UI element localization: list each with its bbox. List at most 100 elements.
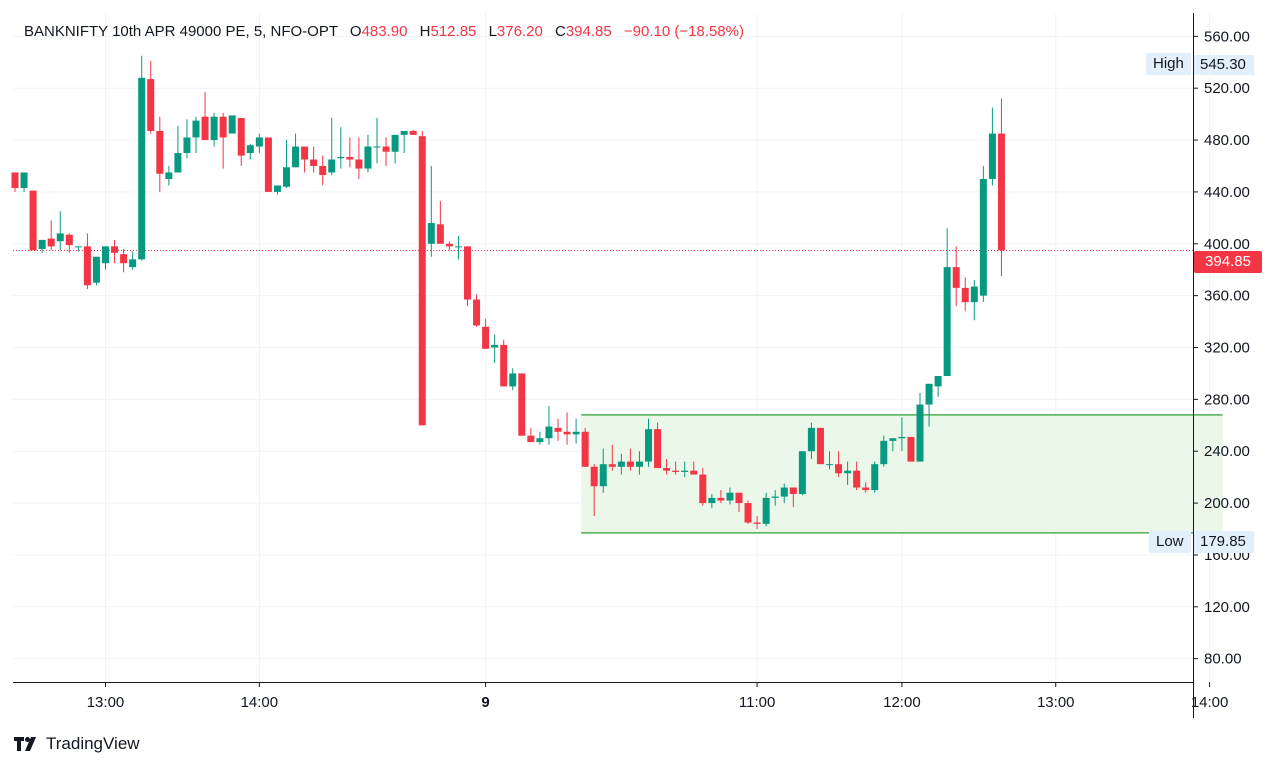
y-tick-label: 200.00 [1204, 495, 1250, 512]
y-tick-label: 240.00 [1204, 443, 1250, 460]
candle [65, 233, 73, 253]
x-tick-label: 11:00 [739, 694, 775, 711]
y-tick-label: 560.00 [1204, 28, 1250, 45]
candle-body [645, 429, 652, 462]
candle [554, 418, 562, 441]
candle-body [83, 246, 91, 286]
x-tick-label: 12:00 [883, 694, 921, 711]
y-tick-label: 480.00 [1204, 132, 1250, 149]
candle [373, 118, 381, 164]
candle-body [409, 130, 417, 135]
candle-body [663, 468, 671, 471]
candle [292, 133, 300, 168]
candle [38, 239, 46, 253]
candle-body [789, 487, 797, 495]
y-tick-label: 400.00 [1204, 236, 1250, 253]
candle [264, 137, 272, 192]
candle [445, 241, 453, 251]
tradingview-icon [14, 737, 36, 751]
candle-body [20, 172, 28, 189]
candle-body [328, 159, 336, 173]
candle [464, 246, 471, 307]
candle [527, 427, 535, 443]
low-marker-label: Low [1149, 531, 1191, 553]
candle-body [536, 438, 544, 443]
candle-body [708, 497, 716, 504]
high-label: H [419, 23, 431, 40]
candle-body [581, 431, 589, 467]
candle [735, 492, 743, 513]
price-axis[interactable]: 560.00 520.00 480.00 440.00 400.00 360.00 320.… [1193, 28, 1250, 668]
candle-body [545, 426, 553, 439]
candle [726, 487, 734, 505]
candle-body [400, 130, 408, 135]
candle [310, 146, 318, 173]
candle [20, 172, 28, 192]
close-label: C [554, 23, 566, 40]
candle [138, 55, 146, 261]
candle-body [871, 464, 879, 491]
candle-body [563, 431, 571, 435]
candle-body [617, 461, 625, 467]
candle [246, 143, 254, 160]
y-tick-label: 520.00 [1204, 80, 1250, 97]
x-tick-label: 14:00 [1191, 694, 1229, 711]
candle [454, 236, 462, 260]
y-tick-label: 320.00 [1204, 340, 1250, 357]
close-value: 394.85 [565, 23, 612, 40]
candle-body [337, 156, 345, 159]
candle [690, 461, 698, 475]
candle-body [952, 267, 960, 288]
candle [92, 256, 100, 286]
candle [916, 392, 924, 462]
candle [599, 448, 607, 493]
candles [11, 55, 1005, 530]
candle-body [916, 404, 924, 462]
candle-body [319, 165, 327, 176]
candle [228, 115, 236, 134]
candle [925, 383, 933, 427]
candle-body [246, 145, 254, 154]
candle-body [726, 492, 734, 501]
high-marker-label: High [1146, 53, 1191, 75]
candle-body [111, 246, 119, 253]
candle-body [47, 238, 55, 247]
candle [174, 125, 182, 173]
tradingview-logo[interactable]: TradingView [14, 734, 140, 754]
candle-body [301, 146, 309, 160]
candle-body [572, 431, 580, 435]
candle-body [418, 136, 426, 426]
candle [699, 468, 707, 506]
candle-body [454, 246, 462, 248]
candle [518, 373, 526, 436]
candle-body [147, 79, 155, 131]
candle-body [427, 223, 435, 244]
candle [672, 461, 680, 475]
candle [988, 107, 996, 186]
candle-body [826, 464, 833, 466]
candle-body [174, 153, 182, 173]
candle [816, 427, 824, 465]
candle-body [436, 224, 444, 244]
candle [120, 248, 128, 273]
candle-body [219, 116, 227, 138]
candle-body [635, 461, 643, 467]
candle [635, 451, 643, 475]
candle-body [65, 234, 73, 246]
candle [536, 431, 544, 445]
candle-body [608, 464, 616, 467]
candle [871, 461, 879, 493]
candle-body [237, 118, 245, 156]
candle [590, 464, 598, 517]
candle-body [382, 146, 390, 152]
candle [617, 453, 625, 475]
candle-body [102, 246, 109, 264]
candle [934, 376, 942, 397]
candle [572, 418, 580, 444]
candle-body [129, 259, 137, 268]
symbol-title: BANKNIFTY 10th APR 49000 PE, 5, NFO-OPT [24, 23, 338, 40]
candle [74, 246, 82, 252]
candle-body [364, 146, 372, 169]
